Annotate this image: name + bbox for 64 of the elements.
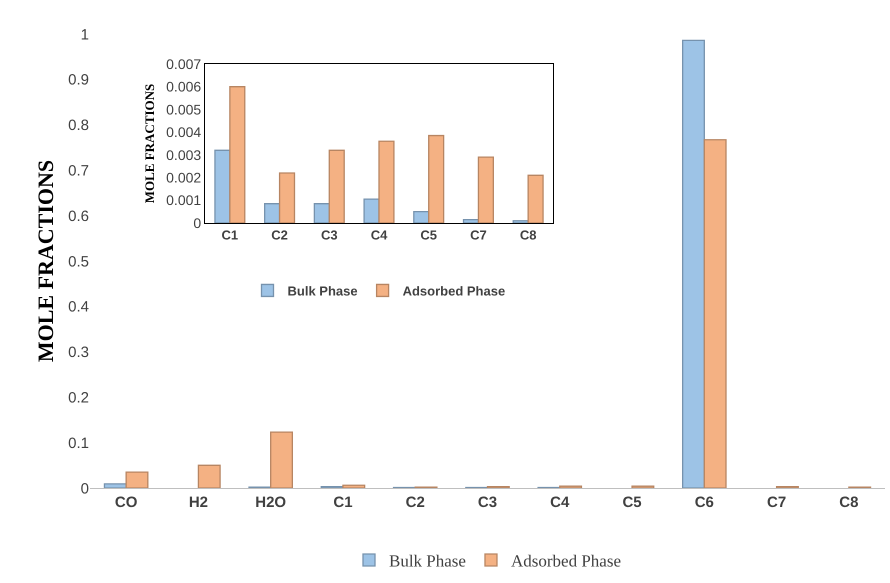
legend-label: Adsorbed Phase <box>402 283 506 298</box>
y-axis-title: MOLE FRACTIONS <box>142 84 158 204</box>
bar <box>125 471 148 488</box>
y-tick-label: 0.7 <box>68 162 89 180</box>
bar <box>278 172 296 223</box>
bar <box>104 483 127 488</box>
y-tick-label: 0.4 <box>68 298 89 316</box>
x-tick-label: C8 <box>520 228 536 243</box>
bar <box>270 432 294 488</box>
bar <box>462 218 480 223</box>
y-tick-label: 0.1 <box>68 434 89 452</box>
x-tick-label: C1 <box>333 494 353 511</box>
x-tick-label: C1 <box>222 228 238 243</box>
y-tick-label: 0.5 <box>68 253 89 270</box>
y-tick-label: 0.006 <box>166 78 202 95</box>
legend-label: Adsorbed Phase <box>510 552 621 571</box>
bar <box>512 220 529 223</box>
bar <box>264 203 280 223</box>
x-tick-label: CO <box>114 494 138 511</box>
bar <box>342 484 366 488</box>
x-tick-label: C8 <box>839 494 858 511</box>
x-tick-label: C2 <box>406 494 425 511</box>
legend-label: Bulk Phase <box>389 552 466 571</box>
x-tick-label: C7 <box>470 228 487 243</box>
x-tick-label: C4 <box>370 228 388 243</box>
x-tick-label: C4 <box>550 494 570 511</box>
bar <box>527 174 544 223</box>
y-tick-label: 0 <box>80 480 89 498</box>
x-tick-label: C5 <box>420 228 438 243</box>
y-tick-label: 0.2 <box>68 389 89 406</box>
y-tick-label: 0.004 <box>166 124 202 140</box>
y-tick-label: 0.9 <box>68 72 89 89</box>
x-tick-label: C6 <box>694 494 714 511</box>
x-tick-label: C2 <box>271 228 288 243</box>
y-tick-label: 0 <box>193 214 202 231</box>
x-tick-label: H2O <box>255 494 286 511</box>
y-tick-label: 0.005 <box>166 101 202 118</box>
x-tick-label: C5 <box>622 494 642 511</box>
y-tick-label: 0.007 <box>166 56 202 72</box>
bar <box>214 150 231 223</box>
bar <box>363 198 380 223</box>
legend-label: Bulk Phase <box>288 283 358 298</box>
bar <box>428 134 444 223</box>
bar <box>413 210 430 223</box>
x-tick-label: C7 <box>766 494 786 511</box>
bar <box>704 139 727 488</box>
y-tick-label: 0.6 <box>68 208 89 225</box>
bar <box>378 140 395 223</box>
y-tick-label: 0.002 <box>166 169 202 186</box>
y-tick-label: 0.3 <box>68 344 89 362</box>
x-tick-label: C3 <box>320 228 338 243</box>
x-tick-label: H2 <box>188 494 208 511</box>
y-axis-title: MOLE FRACTIONS <box>32 160 58 362</box>
x-tick-label: C3 <box>478 494 498 511</box>
bar <box>198 464 221 488</box>
y-tick-label: 0.8 <box>68 117 89 134</box>
bar <box>229 86 246 223</box>
y-tick-label: 0.001 <box>166 192 202 208</box>
bar <box>682 40 705 488</box>
bar <box>478 156 494 223</box>
y-tick-label: 1 <box>80 26 89 44</box>
y-tick-label: 0.003 <box>166 146 202 163</box>
bar <box>328 150 345 223</box>
bar <box>314 203 330 223</box>
